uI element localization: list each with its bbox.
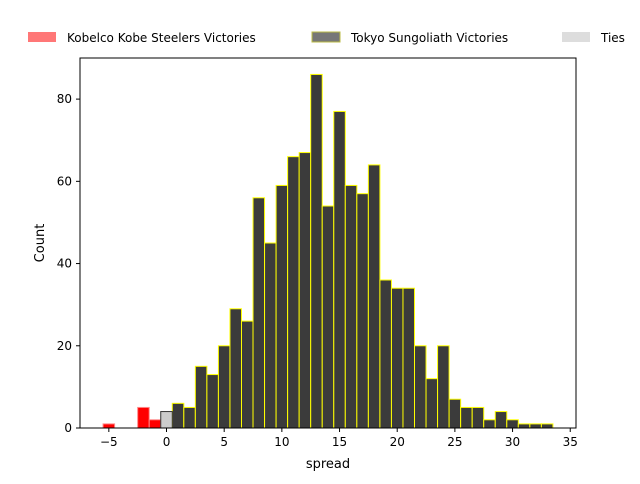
y-axis-label: Count [33,224,48,263]
legend-label: Tokyo Sungoliath Victories [350,31,508,45]
bar-series-1-bin-28 [483,419,496,429]
y-tick-label: 0 [64,421,72,435]
x-axis: −5 0 5 10 15 20 25 30 35 [100,428,578,449]
bar-series-1-bin-23 [425,378,439,429]
legend: Kobelco Kobe Steelers Victories Tokyo Sun… [28,31,625,45]
bar-series-2-bin-0 [160,411,173,429]
bar-series-1-bin-18 [367,164,381,429]
bar-series-1-bin-15 [333,110,346,429]
bar-series-1-bin-13 [310,73,323,429]
y-axis: 0 20 40 60 80 [57,92,80,435]
bar-series-1-bin-11 [287,156,300,429]
bar-series-1-bin-29 [494,411,508,429]
bar-series-1-bin-32 [529,423,542,429]
bars-layer [102,73,554,429]
bar-series-1-bin-21 [402,287,416,429]
legend-label: Ties [600,31,625,45]
legend-swatch [562,32,590,42]
legend-swatch [28,32,56,42]
bar-series-1-bin-16 [344,184,358,429]
bar-series-0-bin--1 [148,419,162,429]
bar-series-1-bin-4 [206,374,219,429]
bar-series-1-bin-33 [540,423,554,429]
bar-series-0-bin--5 [102,423,116,429]
bar-series-0-bin--2 [137,406,150,429]
x-tick-label: 15 [332,435,347,449]
bar-series-1-bin-27 [471,406,485,429]
bar-series-1-bin-20 [390,287,404,429]
bar-series-1-bin-25 [448,398,462,429]
bar-series-1-bin-12 [298,152,312,429]
bar-series-1-bin-17 [356,193,369,429]
bar-series-1-bin-10 [275,184,289,429]
x-tick-label: 25 [447,435,462,449]
legend-label: Kobelco Kobe Steelers Victories [67,31,256,45]
bar-series-1-bin-1 [171,402,185,429]
y-tick-label: 80 [57,92,72,106]
bar-series-1-bin-24 [437,345,450,429]
x-tick-label: 5 [220,435,228,449]
bar-series-1-bin-2 [183,406,196,429]
bar-series-1-bin-14 [321,205,335,429]
y-tick-label: 40 [57,257,72,271]
x-tick-label: −5 [100,435,118,449]
y-tick-label: 20 [57,339,72,353]
x-tick-label: 0 [163,435,171,449]
y-tick-label: 60 [57,174,72,188]
bar-series-1-bin-9 [264,242,277,429]
bar-series-1-bin-7 [240,320,254,429]
x-axis-label: spread [306,457,350,472]
x-tick-label: 35 [563,435,578,449]
x-tick-label: 10 [274,435,289,449]
bar-series-1-bin-19 [379,279,392,429]
bar-series-1-bin-6 [229,308,242,429]
bar-series-1-bin-31 [517,423,531,429]
bar-series-1-bin-5 [217,345,231,429]
bar-series-1-bin-30 [506,419,519,429]
bar-series-1-bin-26 [460,406,473,429]
bar-series-1-bin-22 [414,345,427,429]
bar-series-1-bin-8 [252,197,266,429]
x-tick-label: 20 [390,435,405,449]
bar-series-1-bin-3 [194,365,208,429]
x-tick-label: 30 [505,435,520,449]
plot-frame [79,57,577,429]
legend-swatch [311,31,341,43]
